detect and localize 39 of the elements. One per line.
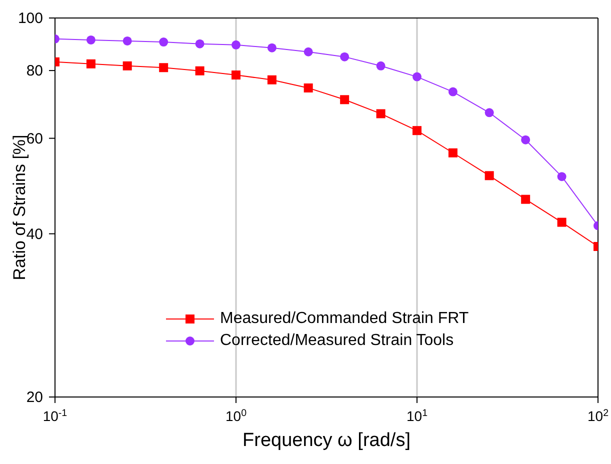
point bbox=[412, 72, 422, 82]
point bbox=[267, 43, 276, 52]
point bbox=[557, 218, 566, 227]
point bbox=[267, 75, 276, 84]
y-tick-label: 20 bbox=[26, 389, 43, 406]
point bbox=[376, 109, 386, 118]
y-tick-label: 60 bbox=[26, 130, 43, 148]
point bbox=[340, 95, 350, 104]
y-tick-label: 100 bbox=[18, 10, 43, 27]
point bbox=[86, 35, 96, 44]
legend-label: Corrected/Measured Strain Tools bbox=[220, 331, 454, 351]
point bbox=[484, 171, 494, 180]
x-tick-label: 10$^{1}$ bbox=[406, 408, 428, 424]
point bbox=[232, 40, 240, 50]
point bbox=[304, 47, 313, 56]
point bbox=[159, 38, 168, 47]
point bbox=[412, 126, 422, 136]
x-axis-title: Frequency ω [rad/s] bbox=[242, 430, 410, 451]
x-tick-label: 10$^{0}$ bbox=[225, 408, 248, 424]
point bbox=[195, 39, 204, 48]
point bbox=[557, 172, 566, 182]
point bbox=[448, 148, 458, 158]
point bbox=[122, 61, 132, 70]
point bbox=[340, 52, 350, 62]
point bbox=[122, 36, 132, 46]
y-tick-label: 80 bbox=[26, 62, 43, 80]
point bbox=[159, 63, 168, 72]
point bbox=[521, 194, 530, 204]
point bbox=[195, 66, 204, 76]
x-tick-label: 10$^{2}$ bbox=[587, 408, 609, 424]
point bbox=[86, 59, 96, 68]
point bbox=[304, 83, 313, 92]
point bbox=[376, 61, 386, 70]
point bbox=[521, 135, 530, 144]
point bbox=[448, 87, 458, 96]
x-tick-label: 10$^{-1}$ bbox=[42, 408, 68, 424]
point bbox=[232, 70, 240, 80]
point bbox=[484, 108, 494, 118]
legend-label: Measured/Commanded Strain FRT bbox=[220, 309, 469, 329]
